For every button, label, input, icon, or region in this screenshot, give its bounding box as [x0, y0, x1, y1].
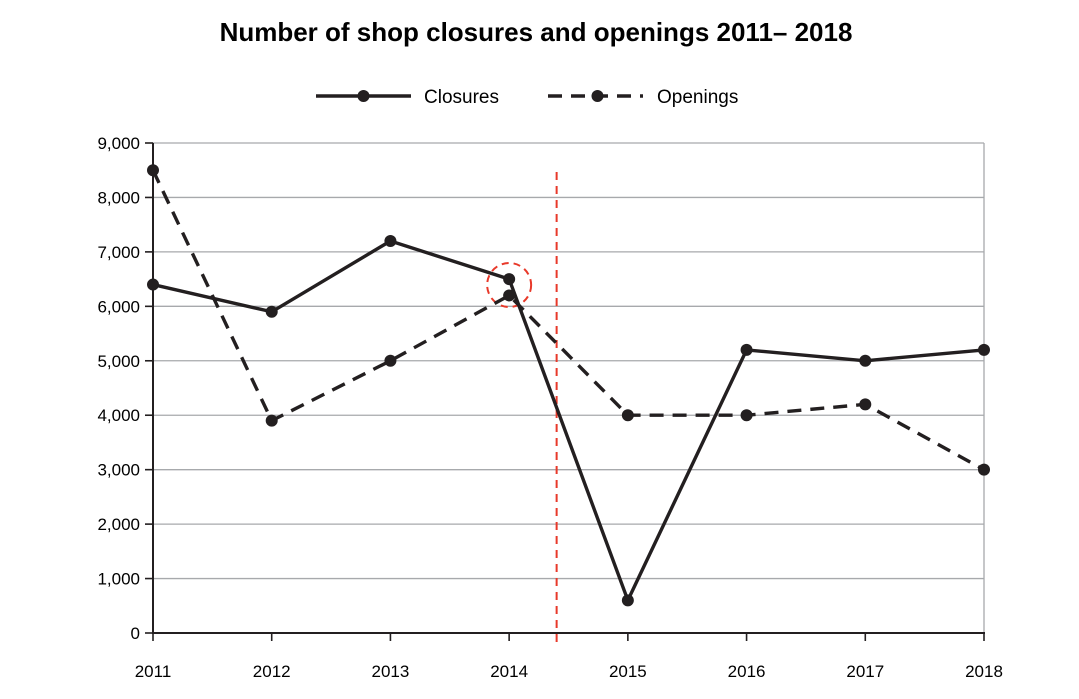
y-tick-label-1: 1,000 — [97, 570, 140, 589]
x-tick-label-2017: 2017 — [846, 662, 884, 681]
data-point-openings-2013 — [384, 354, 397, 367]
data-point-closures-2011 — [147, 278, 159, 291]
y-axis-ticks: 0 1,000 2,000 3,000 4,000 5,000 6,000 7,000 8,00… — [97, 134, 153, 643]
data-point-closures-2014 — [503, 273, 516, 286]
data-point-openings-2017 — [859, 398, 872, 411]
series-line-openings — [151, 169, 985, 472]
data-point-openings-2014 — [503, 289, 516, 302]
y-tick-label-7: 7,000 — [97, 243, 140, 262]
x-tick-label-2016: 2016 — [728, 662, 766, 681]
y-tick-label-0: 0 — [131, 624, 140, 643]
legend-label-openings: Openings — [657, 87, 738, 108]
chart-legend: Closures Openings — [316, 87, 738, 108]
legend-label-closures: Closures — [424, 87, 499, 108]
x-axis-ticks: 2011 2012 2013 2014 2015 2016 2017 2018 — [135, 633, 1003, 681]
data-point-openings-2012 — [265, 414, 278, 427]
y-tick-label-2: 2,000 — [97, 515, 140, 534]
y-tick-label-5: 5,000 — [97, 352, 140, 371]
series-line-closures — [152, 239, 985, 603]
x-tick-label-2012: 2012 — [253, 662, 291, 681]
x-tick-label-2015: 2015 — [609, 662, 647, 681]
data-point-closures-2012 — [265, 305, 278, 318]
data-point-closures-2017 — [859, 354, 872, 367]
chart-title: Number of shop closures and openings 201… — [220, 17, 853, 47]
data-point-closures-2015 — [621, 594, 634, 607]
data-point-openings-2011 — [147, 164, 159, 177]
grid-lines — [153, 142, 985, 633]
x-tick-label-2014: 2014 — [490, 662, 528, 681]
data-point-openings-2015 — [621, 409, 634, 422]
y-tick-label-9: 9,000 — [97, 134, 140, 153]
data-point-openings-2018 — [978, 463, 990, 476]
x-tick-label-2013: 2013 — [372, 662, 410, 681]
chart-annotations — [486, 172, 558, 644]
axes — [152, 143, 985, 634]
data-point-openings-2016 — [740, 409, 753, 422]
legend-marker-openings — [591, 90, 604, 102]
x-tick-label-2011: 2011 — [135, 662, 172, 681]
chart-series — [147, 164, 990, 607]
legend-marker-closures — [357, 90, 370, 102]
y-tick-label-6: 6,000 — [97, 297, 140, 316]
annotation-highlight-circle — [486, 262, 533, 308]
y-tick-label-3: 3,000 — [97, 461, 140, 480]
data-point-closures-2013 — [384, 235, 397, 247]
data-point-closures-2018 — [978, 343, 990, 356]
y-tick-label-8: 8,000 — [97, 188, 140, 207]
x-tick-label-2018: 2018 — [965, 662, 1003, 681]
data-point-closures-2016 — [740, 343, 753, 356]
y-tick-label-4: 4,000 — [97, 406, 140, 425]
